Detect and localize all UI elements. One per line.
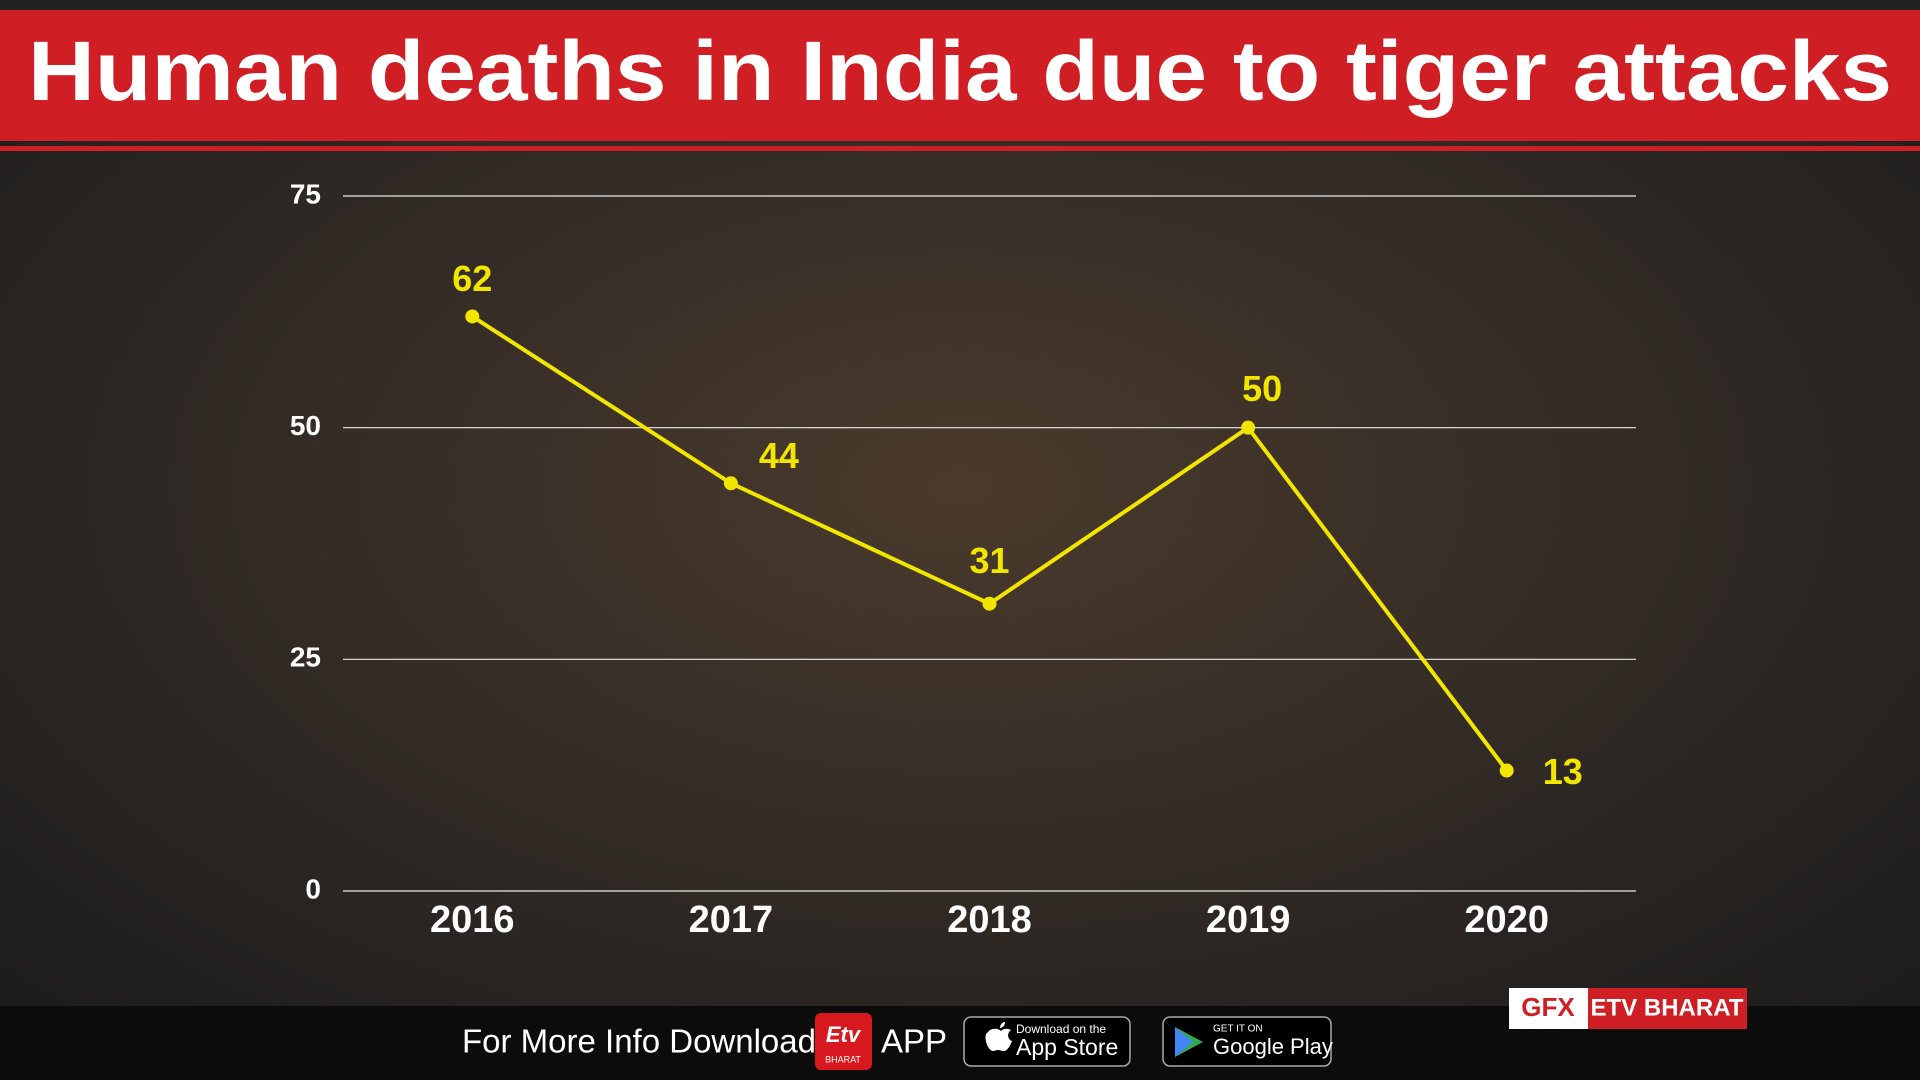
point [723, 476, 738, 491]
value-label: 50 [1242, 368, 1282, 409]
value-label: 44 [759, 435, 799, 476]
value-label: 62 [452, 258, 492, 299]
point [982, 596, 997, 611]
brand-box [1588, 988, 1747, 1029]
point [1499, 763, 1514, 778]
google-play-button[interactable] [1162, 1016, 1332, 1067]
x-tick-label: 2020 [1464, 899, 1549, 941]
point [465, 309, 480, 324]
x-tick-label: 2017 [689, 899, 774, 941]
chart-title: Human deaths in India due to tiger attac… [28, 24, 1892, 118]
value-label: 31 [969, 540, 1009, 581]
y-tick-label: 75 [290, 178, 321, 209]
title-rule [0, 146, 1920, 151]
logo-text: Etv [826, 1022, 862, 1047]
google-play-text: Google Play [1213, 1034, 1333, 1059]
y-tick-label: 50 [290, 410, 321, 441]
logo [815, 1013, 872, 1070]
play-icon-inner [1175, 1027, 1193, 1057]
app-text: APP [881, 1023, 947, 1060]
app-store-small: Download on the [1016, 1022, 1106, 1036]
gfx-text: GFX [1521, 992, 1575, 1022]
logo-sub: BHARAT [825, 1054, 861, 1064]
point [1241, 420, 1256, 435]
x-tick-label: 2018 [947, 899, 1032, 941]
y-tick-label: 0 [305, 873, 321, 904]
brand-text: ETV BHARAT [1591, 994, 1744, 1021]
y-tick-label: 25 [290, 642, 321, 673]
download-text: For More Info Download [462, 1023, 816, 1060]
gfx-box [1509, 988, 1588, 1029]
value-label: 13 [1543, 751, 1583, 792]
top-strip [0, 0, 1920, 10]
title-bar [0, 10, 1920, 141]
apple-icon [985, 1022, 1012, 1052]
x-tick-label: 2016 [430, 899, 515, 941]
google-small: GET IT ON [1213, 1024, 1263, 1035]
x-tick-label: 2019 [1206, 899, 1291, 941]
app-store-text: App Store [1016, 1034, 1118, 1060]
